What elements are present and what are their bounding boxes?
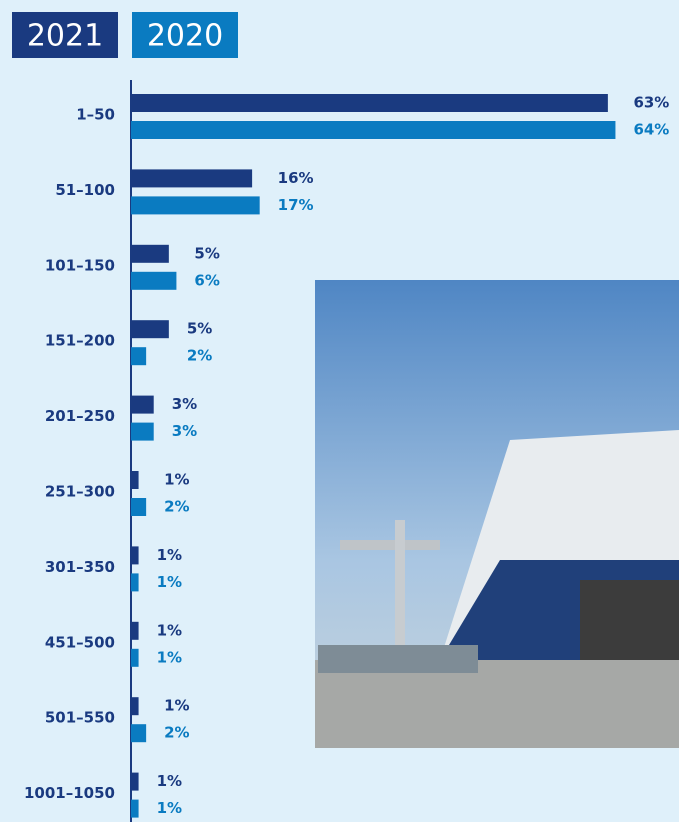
photo xyxy=(315,280,679,748)
value-label: 1% xyxy=(157,648,182,666)
value-label: 1% xyxy=(164,471,189,489)
value-label: 1% xyxy=(157,799,182,817)
value-label: 3% xyxy=(172,395,197,413)
value-label: 1% xyxy=(157,621,182,639)
bar xyxy=(131,422,154,441)
bar xyxy=(131,573,139,592)
bar xyxy=(131,196,260,215)
legend-label: 2020 xyxy=(147,19,223,54)
bar xyxy=(131,546,139,565)
bar xyxy=(131,799,139,818)
category-label: 101–150 xyxy=(45,256,115,274)
value-label: 2% xyxy=(164,498,189,516)
value-label: 3% xyxy=(172,422,197,440)
bar xyxy=(131,244,169,263)
bar xyxy=(131,621,139,640)
bar xyxy=(131,498,147,516)
bar xyxy=(131,395,154,414)
bar xyxy=(131,648,139,667)
bar xyxy=(131,772,139,791)
value-label: 6% xyxy=(194,271,219,289)
bar xyxy=(131,271,177,290)
value-label: 17% xyxy=(278,196,314,214)
category-label: 1001–1050 xyxy=(24,784,115,802)
legend-label: 2021 xyxy=(27,19,103,54)
value-label: 1% xyxy=(164,697,189,715)
value-label: 1% xyxy=(157,546,182,564)
bar xyxy=(131,94,608,112)
category-label: 451–500 xyxy=(45,633,115,651)
value-label: 1% xyxy=(157,573,182,591)
category-label: 51–100 xyxy=(55,181,115,199)
value-label: 2% xyxy=(164,724,189,742)
category-label: 251–300 xyxy=(45,483,115,501)
legend-swatch xyxy=(132,12,238,58)
category-label: 501–550 xyxy=(45,709,115,727)
legend-swatch xyxy=(12,12,118,58)
bar xyxy=(131,724,147,743)
bar xyxy=(131,121,616,139)
bar xyxy=(131,320,169,339)
bar xyxy=(131,471,139,489)
value-label: 16% xyxy=(278,169,314,187)
value-label: 63% xyxy=(633,94,669,112)
category-label: 1–50 xyxy=(76,106,115,124)
category-label: 151–200 xyxy=(45,332,115,350)
bar xyxy=(131,347,147,366)
value-label: 5% xyxy=(194,244,219,262)
bar xyxy=(131,697,139,716)
bar xyxy=(131,169,253,188)
category-label: 301–350 xyxy=(45,558,115,576)
value-label: 5% xyxy=(187,320,212,338)
category-label: 201–250 xyxy=(45,407,115,425)
value-label: 1% xyxy=(157,772,182,790)
value-label: 2% xyxy=(187,347,212,365)
value-label: 64% xyxy=(633,121,669,139)
